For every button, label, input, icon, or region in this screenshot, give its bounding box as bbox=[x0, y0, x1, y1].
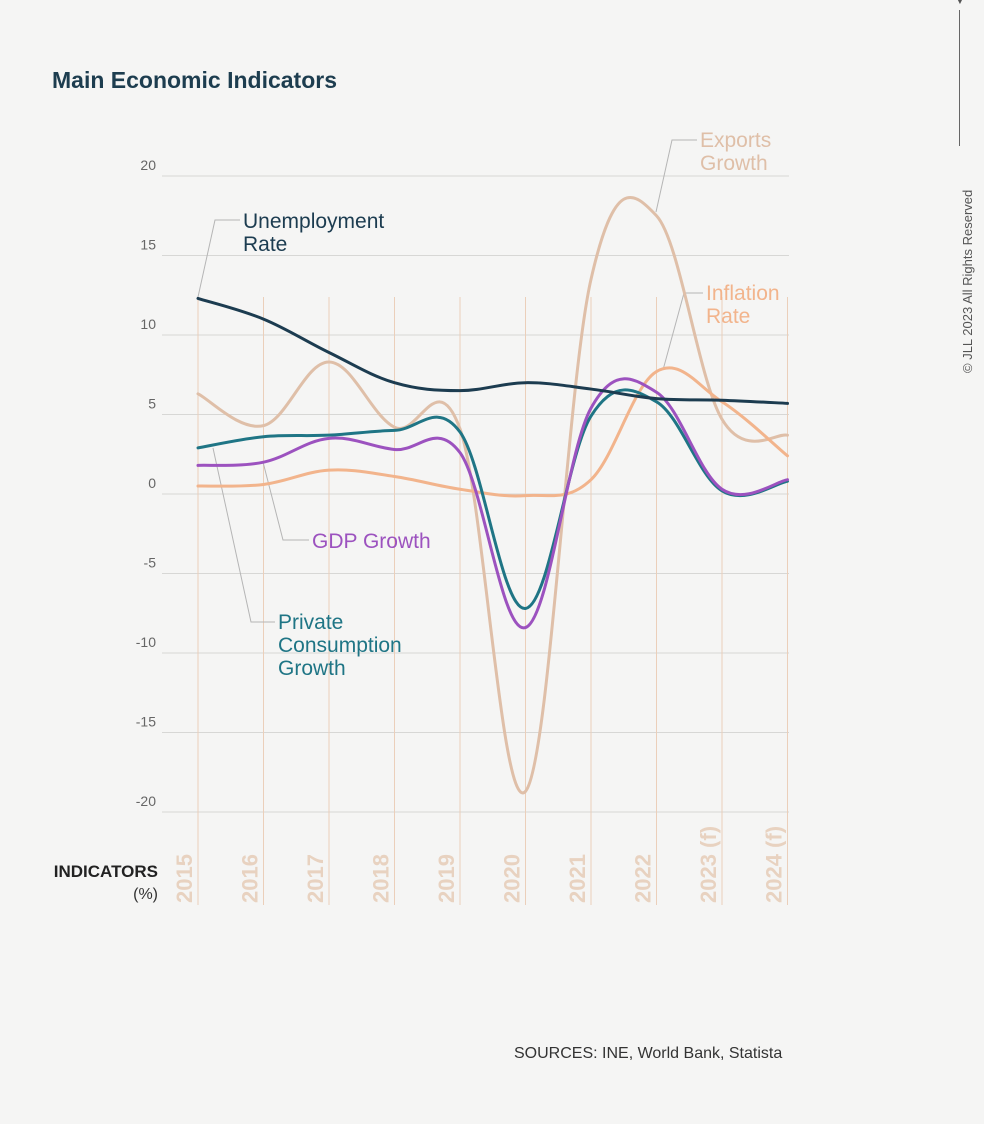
y-tick-label: -15 bbox=[136, 714, 156, 730]
leader-line-inflation-rate bbox=[662, 292, 703, 371]
leader-line-unemployment-rate bbox=[197, 219, 240, 298]
x-tick-label: 2019 bbox=[434, 854, 459, 903]
x-tick-label: 2022 bbox=[631, 854, 656, 903]
series-line-private-consumption-growth bbox=[196, 388, 789, 610]
leader-line-gdp-growth bbox=[262, 461, 309, 541]
x-tick-label: 2018 bbox=[369, 854, 394, 903]
y-axis: 20 15 10 5 0 -5 -10 -15 -20 bbox=[136, 157, 156, 809]
y-tick-label: -5 bbox=[144, 555, 157, 571]
copyright-divider bbox=[959, 10, 960, 146]
series-label-gdp-growth: GDP Growth bbox=[312, 530, 431, 553]
series-label-private-consumption-growth: Growth bbox=[278, 657, 346, 680]
series-label-private-consumption-growth: Consumption bbox=[278, 634, 402, 657]
series-labels: UnemploymentRateExportsGrowthInflationRa… bbox=[243, 129, 780, 680]
y-tick-label: 0 bbox=[148, 475, 156, 491]
y-tick-label: -20 bbox=[136, 793, 156, 809]
series-label-inflation-rate: Inflation bbox=[706, 282, 780, 305]
chart-title: Main Economic Indicators bbox=[52, 67, 337, 93]
indicators-axis-label: INDICATORS (%) bbox=[0, 860, 158, 906]
series-line-gdp-growth bbox=[196, 377, 789, 630]
x-tick-label: 2016 bbox=[238, 854, 263, 903]
chevron-down-icon: ▼ bbox=[955, 0, 965, 7]
leader-line-private-consumption-growth bbox=[212, 447, 275, 623]
indicators-unit: (%) bbox=[133, 886, 158, 903]
series-label-unemployment-rate: Unemployment bbox=[243, 210, 384, 233]
series-label-private-consumption-growth: Private bbox=[278, 611, 343, 634]
series-line-unemployment-rate bbox=[196, 296, 789, 405]
y-tick-label: 5 bbox=[148, 396, 156, 412]
grid bbox=[162, 175, 789, 905]
y-tick-label: -10 bbox=[136, 634, 156, 650]
y-tick-label: 20 bbox=[140, 157, 156, 173]
x-tick-label: 2015 bbox=[172, 854, 197, 903]
series-label-unemployment-rate: Rate bbox=[243, 233, 287, 256]
indicators-label: INDICATORS bbox=[53, 862, 158, 881]
x-axis: 2015 2016 2017 2018 2019 2020 2021 2022 2023 (f)… bbox=[172, 826, 787, 903]
x-tick-label: 2021 bbox=[565, 854, 590, 903]
y-tick-label: 15 bbox=[140, 237, 156, 253]
sources-note: SOURCES: INE, World Bank, Statista bbox=[514, 1045, 783, 1062]
x-tick-label: 2020 bbox=[500, 854, 525, 903]
series-label-exports-growth: Growth bbox=[700, 152, 768, 175]
x-tick-label: 2023 (f) bbox=[696, 826, 721, 903]
series-label-inflation-rate: Rate bbox=[706, 305, 750, 328]
series-label-exports-growth: Exports bbox=[700, 129, 771, 152]
series-lines bbox=[196, 195, 789, 795]
y-tick-label: 10 bbox=[140, 316, 156, 332]
series-line-inflation-rate bbox=[196, 366, 789, 498]
copyright-text: © JLL 2023 All Rights Reserved bbox=[960, 189, 975, 373]
x-tick-label: 2017 bbox=[303, 854, 328, 903]
leader-line-exports-growth bbox=[655, 139, 697, 213]
series-line-exports-growth bbox=[196, 195, 789, 795]
x-tick-label: 2024 (f) bbox=[762, 826, 787, 903]
